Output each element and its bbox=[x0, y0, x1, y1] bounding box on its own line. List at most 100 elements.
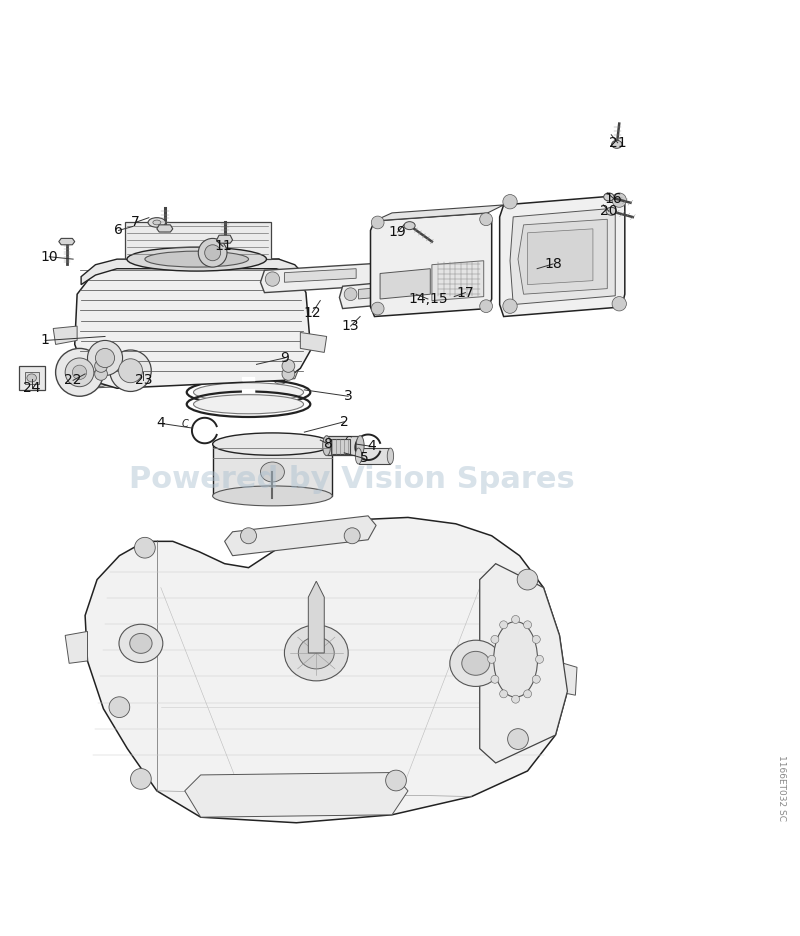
Circle shape bbox=[612, 297, 626, 311]
Ellipse shape bbox=[356, 436, 364, 456]
Polygon shape bbox=[527, 228, 593, 285]
Ellipse shape bbox=[261, 462, 285, 482]
Polygon shape bbox=[555, 661, 577, 695]
Circle shape bbox=[500, 621, 508, 629]
Polygon shape bbox=[518, 219, 607, 294]
Circle shape bbox=[512, 616, 519, 623]
Polygon shape bbox=[358, 448, 390, 464]
Polygon shape bbox=[213, 444, 332, 496]
Polygon shape bbox=[326, 436, 360, 455]
Circle shape bbox=[282, 359, 294, 373]
Circle shape bbox=[612, 193, 626, 207]
Text: 12: 12 bbox=[303, 305, 321, 319]
Circle shape bbox=[532, 675, 540, 683]
Polygon shape bbox=[81, 259, 306, 285]
Text: 14,15: 14,15 bbox=[408, 292, 448, 306]
Ellipse shape bbox=[133, 373, 253, 384]
Circle shape bbox=[95, 348, 114, 368]
Circle shape bbox=[134, 537, 155, 558]
Text: 7: 7 bbox=[131, 215, 140, 229]
Polygon shape bbox=[330, 438, 350, 455]
Ellipse shape bbox=[127, 247, 266, 271]
Text: 17: 17 bbox=[457, 285, 474, 300]
Circle shape bbox=[273, 369, 288, 385]
Circle shape bbox=[94, 368, 107, 380]
Polygon shape bbox=[432, 261, 484, 300]
Circle shape bbox=[94, 359, 107, 373]
Ellipse shape bbox=[298, 637, 334, 669]
Text: 4: 4 bbox=[368, 440, 377, 453]
Circle shape bbox=[282, 368, 294, 380]
Polygon shape bbox=[372, 265, 380, 304]
Ellipse shape bbox=[119, 624, 163, 663]
Polygon shape bbox=[65, 632, 87, 664]
Circle shape bbox=[517, 569, 538, 590]
Text: 16: 16 bbox=[605, 192, 622, 206]
Circle shape bbox=[72, 365, 86, 379]
Text: 9: 9 bbox=[280, 351, 289, 365]
Circle shape bbox=[130, 768, 151, 789]
Ellipse shape bbox=[387, 448, 394, 464]
Circle shape bbox=[491, 675, 499, 683]
Text: 13: 13 bbox=[342, 319, 359, 333]
Ellipse shape bbox=[130, 634, 152, 653]
Polygon shape bbox=[85, 518, 567, 823]
Text: 2: 2 bbox=[340, 415, 349, 429]
Circle shape bbox=[118, 358, 142, 383]
Ellipse shape bbox=[213, 433, 332, 455]
Circle shape bbox=[503, 195, 517, 209]
Text: 23: 23 bbox=[134, 373, 152, 388]
Circle shape bbox=[377, 271, 391, 286]
Text: 20: 20 bbox=[600, 204, 618, 218]
Circle shape bbox=[386, 770, 406, 791]
Circle shape bbox=[344, 528, 360, 544]
Polygon shape bbox=[81, 364, 298, 388]
Circle shape bbox=[491, 636, 499, 643]
Circle shape bbox=[500, 690, 508, 698]
Circle shape bbox=[523, 690, 531, 698]
Ellipse shape bbox=[145, 251, 249, 267]
Polygon shape bbox=[58, 239, 74, 245]
Text: 10: 10 bbox=[41, 250, 58, 264]
Text: 24: 24 bbox=[23, 381, 41, 395]
Ellipse shape bbox=[604, 193, 614, 201]
Text: 8: 8 bbox=[324, 437, 333, 451]
Circle shape bbox=[488, 655, 496, 664]
Polygon shape bbox=[374, 205, 504, 221]
Polygon shape bbox=[339, 277, 450, 309]
Circle shape bbox=[480, 300, 493, 313]
Text: C: C bbox=[345, 436, 351, 446]
Polygon shape bbox=[225, 516, 376, 556]
Circle shape bbox=[480, 212, 493, 226]
Text: 1166ET032 SC: 1166ET032 SC bbox=[777, 755, 786, 822]
Ellipse shape bbox=[322, 436, 330, 456]
Circle shape bbox=[371, 302, 384, 314]
Circle shape bbox=[512, 695, 519, 703]
Ellipse shape bbox=[494, 622, 538, 697]
Circle shape bbox=[508, 729, 528, 750]
Circle shape bbox=[110, 350, 151, 391]
Polygon shape bbox=[157, 225, 173, 232]
Ellipse shape bbox=[213, 486, 332, 505]
Circle shape bbox=[371, 216, 384, 228]
Text: 5: 5 bbox=[360, 451, 369, 465]
Ellipse shape bbox=[404, 222, 415, 229]
Polygon shape bbox=[261, 262, 396, 293]
Circle shape bbox=[434, 288, 446, 300]
Ellipse shape bbox=[194, 383, 303, 402]
Text: 1: 1 bbox=[41, 333, 50, 347]
Polygon shape bbox=[74, 259, 310, 388]
Polygon shape bbox=[510, 208, 615, 304]
Ellipse shape bbox=[27, 373, 37, 382]
Polygon shape bbox=[285, 269, 356, 283]
Circle shape bbox=[205, 245, 221, 261]
Ellipse shape bbox=[148, 218, 166, 227]
Circle shape bbox=[523, 621, 531, 629]
Polygon shape bbox=[480, 563, 567, 763]
Circle shape bbox=[535, 655, 543, 664]
Circle shape bbox=[93, 371, 109, 387]
Ellipse shape bbox=[194, 395, 303, 414]
Text: 6: 6 bbox=[114, 224, 123, 238]
Circle shape bbox=[344, 288, 357, 300]
Polygon shape bbox=[500, 196, 625, 316]
